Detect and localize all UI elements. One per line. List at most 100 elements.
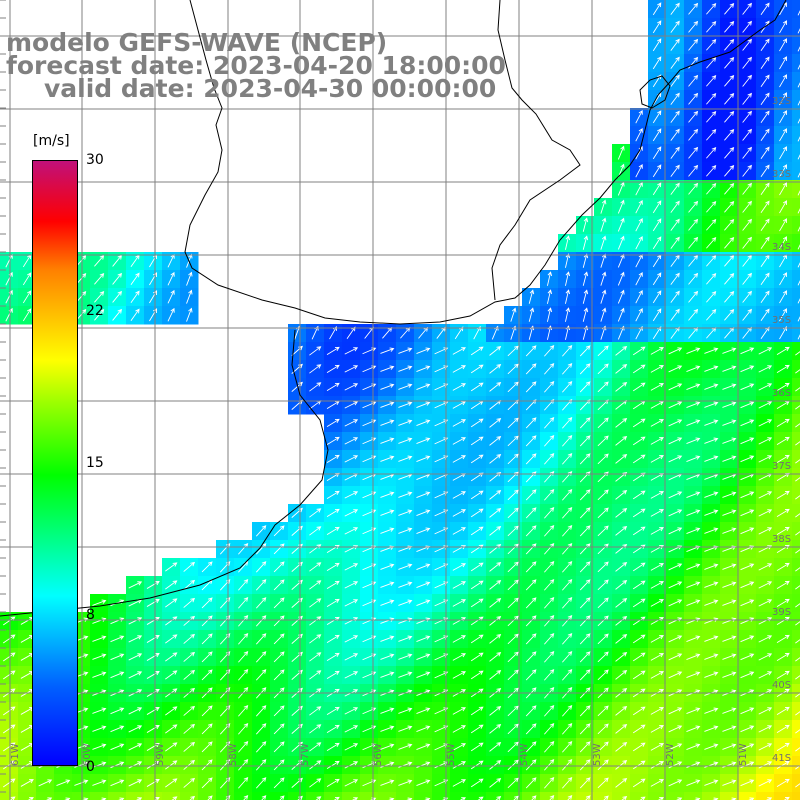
latitude-label: 37S (772, 461, 791, 472)
wind-arrow (600, 235, 607, 250)
wind-arrow (779, 146, 787, 160)
wind-arrow (650, 491, 664, 499)
wind-arrow (706, 129, 717, 141)
wind-arrow (309, 508, 322, 518)
wind-arrow (452, 509, 466, 517)
wind-arrow (670, 164, 680, 177)
wind-arrow (579, 579, 591, 591)
wind-arrow (380, 383, 395, 390)
wind-arrow (758, 707, 773, 715)
wind-arrow (797, 244, 800, 250)
wind-arrow (165, 670, 178, 680)
wind-arrow (528, 289, 535, 304)
wind-arrow (579, 543, 591, 555)
wind-arrow (795, 639, 800, 644)
wind-arrow (795, 675, 800, 680)
wind-arrow (795, 783, 800, 788)
wind-arrow (507, 507, 519, 519)
wind-arrow (470, 346, 484, 356)
wind-arrow (652, 200, 662, 214)
wind-arrow (704, 635, 719, 642)
wind-arrow (128, 779, 143, 787)
wind-arrow (309, 634, 322, 644)
wind-arrow (740, 401, 755, 409)
wind-arrow (579, 741, 591, 753)
wind-arrow (344, 653, 359, 661)
wind-arrow (255, 651, 267, 663)
wind-arrow (92, 779, 107, 786)
wind-arrow (94, 255, 105, 267)
wind-arrow (632, 724, 646, 734)
wind-arrow (38, 779, 53, 787)
wind-arrow (470, 778, 484, 788)
wind-arrow (650, 419, 664, 427)
wind-cell (792, 396, 800, 415)
wind-arrow (760, 92, 770, 105)
wind-arrow (776, 490, 790, 500)
wind-arrow (615, 778, 628, 788)
wind-arrow (760, 2, 770, 15)
wind-arrow (635, 289, 643, 304)
wind-arrow (398, 581, 413, 588)
wind-arrow (742, 2, 752, 15)
wind-arrow (776, 472, 790, 482)
wind-arrow (635, 109, 643, 124)
wind-arrow (615, 652, 628, 662)
wind-arrow (398, 671, 413, 678)
wind-arrow (273, 759, 285, 771)
wind-arrow (238, 777, 249, 789)
wind-arrow (201, 633, 213, 645)
wind-arrow (562, 777, 573, 789)
wind-arrow (380, 491, 395, 498)
wind-arrow (380, 419, 395, 426)
wind-arrow (724, 56, 735, 69)
wind-arrow (597, 705, 609, 717)
wind-arrow (797, 172, 800, 178)
wind-arrow (452, 401, 466, 409)
wind-arrow (255, 579, 267, 591)
wind-arrow (525, 777, 537, 789)
wind-arrow (688, 200, 699, 213)
wind-arrow (776, 346, 790, 356)
wind-arrow (525, 705, 537, 717)
wind-arrow (760, 236, 770, 249)
wind-arrow (326, 670, 340, 680)
wind-arrow (617, 307, 625, 322)
wind-arrow (398, 491, 413, 498)
wind-arrow (452, 365, 466, 373)
wind-arrow (650, 779, 664, 787)
wind-arrow (742, 146, 752, 159)
wind-arrow (489, 742, 502, 752)
wind-cell (792, 54, 800, 73)
wind-arrow (797, 118, 800, 124)
wind-arrow (722, 383, 737, 390)
wind-arrow (470, 652, 484, 662)
wind-arrow (344, 563, 359, 571)
wind-cell (792, 252, 800, 271)
wind-cell (792, 738, 800, 757)
wind-arrow (758, 581, 773, 589)
wind-arrow (344, 581, 359, 589)
wind-cell (792, 792, 800, 800)
wind-cell (792, 216, 800, 235)
wind-arrow (477, 796, 484, 800)
wind-cell (288, 792, 307, 800)
wind-arrow (760, 164, 770, 177)
wind-arrow (776, 454, 790, 464)
wind-arrow (452, 743, 466, 751)
wind-arrow (201, 597, 213, 609)
wind-arrow (582, 289, 589, 304)
wind-cell (612, 792, 631, 800)
wind-arrow (668, 761, 683, 769)
latitude-labels: 32S 33S 34S 35S 36S 37S 38S 39S 40S 41S (772, 96, 791, 764)
wind-arrow (489, 346, 502, 356)
wind-arrow (452, 527, 466, 535)
wind-cell (324, 792, 343, 800)
wind-arrow (165, 580, 178, 590)
wind-arrow (706, 57, 717, 69)
wind-arrow (380, 401, 395, 408)
wind-arrow (416, 725, 431, 732)
wind-arrow (635, 163, 643, 178)
wind-arrow (146, 760, 160, 769)
